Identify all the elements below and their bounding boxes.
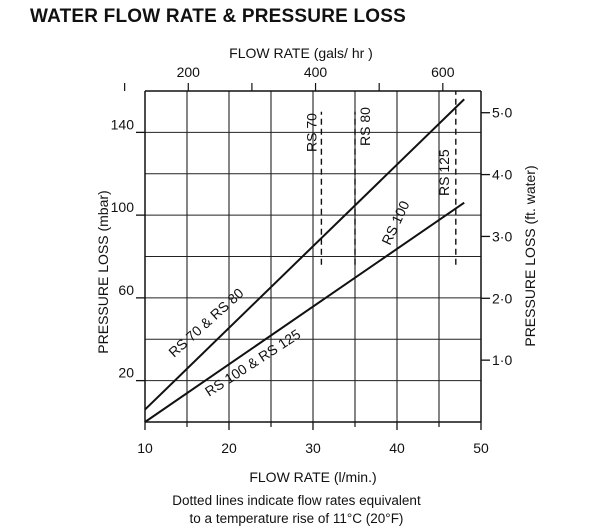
right-tick-label: 1·0 xyxy=(492,352,512,368)
x-axis-label: FLOW RATE (l/min.) xyxy=(249,469,376,485)
reference-label-rs80: RS 80 xyxy=(357,107,373,146)
right-tick-label: 3·0 xyxy=(492,228,512,244)
x-tick-label: 50 xyxy=(473,440,489,456)
x-tick-label: 40 xyxy=(389,440,405,456)
caption-line-1: Dotted lines indicate flow rates equival… xyxy=(172,493,421,508)
x-tick-label: 20 xyxy=(221,440,237,456)
chart-title: WATER FLOW RATE & PRESSURE LOSS xyxy=(30,6,407,27)
series-line-rs100-rs125 xyxy=(144,201,465,423)
y-tick-label: 140 xyxy=(111,116,135,132)
top-tick-label: 600 xyxy=(431,64,455,80)
y-tick-label: 100 xyxy=(111,199,135,215)
right-tick-label: 2·0 xyxy=(492,290,512,306)
series-label-rs100-rs125: RS 100 & RS 125 xyxy=(202,326,304,400)
x-tick-label: 10 xyxy=(137,440,153,456)
y-axis-right-label: PRESSURE LOSS (ft. water) xyxy=(522,165,538,346)
series-line-rs70-rs80 xyxy=(144,98,465,411)
y-axis-label: PRESSURE LOSS (mbar) xyxy=(95,190,111,353)
y-tick-label: 60 xyxy=(118,282,134,298)
top-tick-label: 400 xyxy=(304,64,328,80)
top-axis-label: FLOW RATE (gals/ hr ) xyxy=(229,45,373,61)
right-tick-label: 4·0 xyxy=(492,167,512,183)
chart-plot: 10 20 30 40 50 20 60 100 140 200 400 600 FLOW RATE (… xyxy=(95,45,538,485)
annotation-rs100: RS 100 xyxy=(378,198,412,247)
x-tick-label: 30 xyxy=(305,440,321,456)
y-tick-label: 20 xyxy=(118,365,134,381)
reference-label-rs125: RS 125 xyxy=(436,149,452,196)
right-tick-label: 5·0 xyxy=(492,105,512,121)
top-tick-label: 200 xyxy=(177,64,201,80)
caption-line-2: to a temperature rise of 11°C (20°F) xyxy=(189,511,404,526)
reference-label-rs70: RS 70 xyxy=(303,113,319,152)
